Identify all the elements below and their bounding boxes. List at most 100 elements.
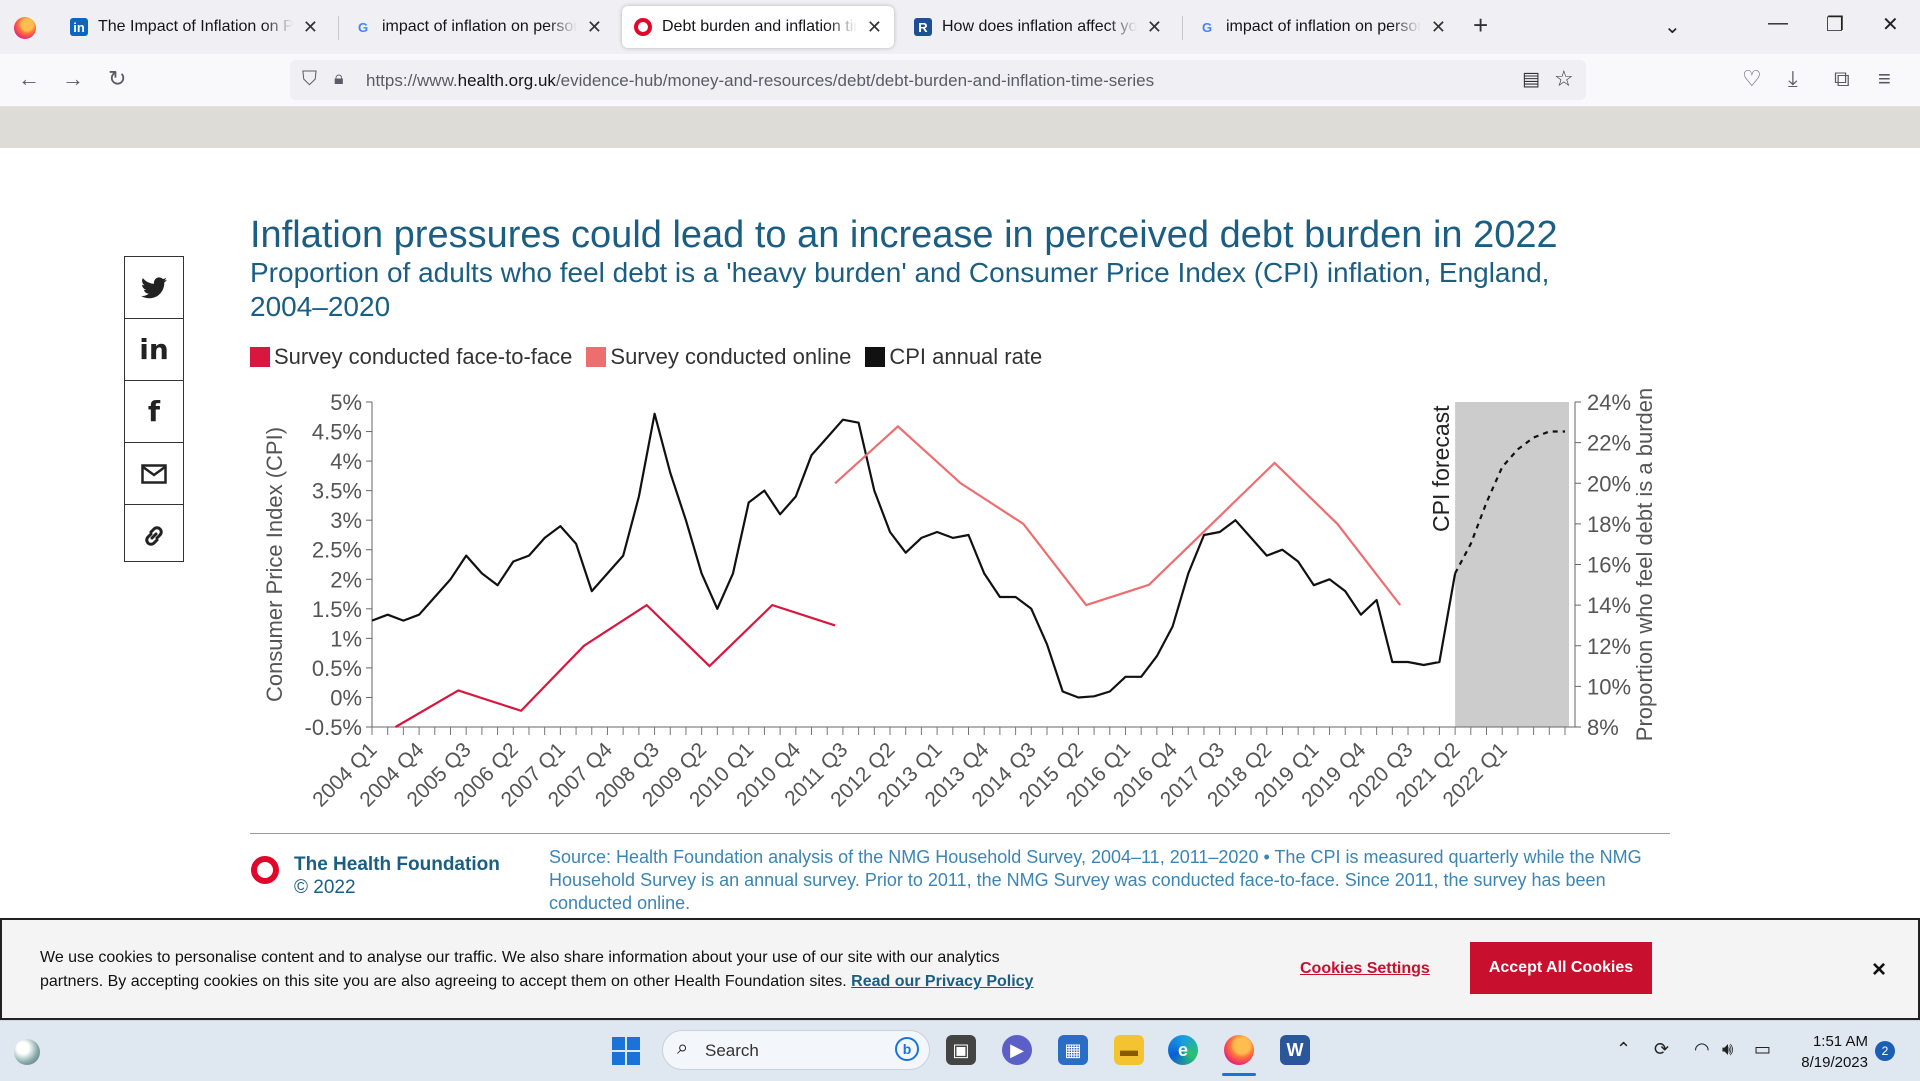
chart-title: Inflation pressures could lead to an inc… [250,214,1558,256]
close-tab-icon[interactable]: ✕ [302,16,318,37]
wifi-icon[interactable]: ◠ [1694,1039,1710,1059]
new-tab-button[interactable]: + [1473,10,1489,40]
minimize-button[interactable]: — [1768,12,1788,34]
forecast-band [1455,402,1569,727]
right-tick-label: 12% [1587,634,1631,659]
menu-icon[interactable]: ≡ [1878,66,1891,91]
legend-swatch-online [586,347,607,367]
tab-debt-burden[interactable]: Debt burden and inflation time ✕ [622,6,894,48]
cookies-settings-link[interactable]: Cookies Settings [1300,960,1430,977]
accept-all-cookies-button[interactable]: Accept All Cookies [1470,942,1652,994]
cpi-forecast-line [1454,430,1565,574]
left-tick-label: -0.5% [305,715,362,740]
share-twitter-button[interactable] [125,257,183,319]
tab-linkedin-article[interactable]: in The Impact of Inflation on Perso ✕ [58,6,330,48]
close-tab-icon[interactable]: ✕ [1430,16,1446,37]
restore-button[interactable]: ❐ [1826,14,1844,36]
shield-icon[interactable]: ⛉ [302,68,317,90]
legend-label: Survey conducted face-to-face [274,344,573,369]
left-tick-label: 5% [330,390,362,415]
tab-google-search[interactable]: G impact of inflation on personal ✕ [342,6,614,48]
copyright: © 2022 [294,877,356,898]
close-banner-icon[interactable]: × [1872,956,1887,983]
windows-start-icon[interactable] [612,1037,640,1065]
edge-icon[interactable]: e [1168,1035,1198,1065]
search-icon: ⌕ [677,1037,689,1059]
notification-badge[interactable]: 2 [1875,1041,1895,1061]
downloads-icon[interactable]: ⤓ [1788,66,1798,91]
share-buttons: in f [124,256,184,562]
share-email-button[interactable] [125,443,183,505]
legend-swatch-face-to-face [250,347,270,367]
right-tick-label: 22% [1587,431,1631,456]
bookmark-star-icon[interactable]: ☆ [1554,66,1574,91]
tab-bar: in The Impact of Inflation on Perso ✕ G … [0,0,1920,54]
share-linkedin-button[interactable]: in [125,319,183,381]
organisation-name: The Health Foundation [294,854,500,875]
clock-date[interactable]: 8/19/2023 [1801,1054,1868,1071]
taskbar: ⌕ Search b ▣ ▶ ▦ ▬ e W ⌃ ⟳ ◠ 🔊︎ ▭ 1:51 A… [0,1020,1920,1081]
tab-google-search-2[interactable]: G impact of inflation on personal ✕ [1186,6,1458,48]
share-facebook-button[interactable]: f [125,381,183,443]
reload-icon[interactable]: ↻ [108,66,127,91]
navigation-bar: ← → ↻ ⛉ 🔒︎ https://www.health.org.uk/evi… [0,54,1920,107]
show-hidden-icons-icon[interactable]: ⌃ [1616,1039,1632,1059]
tab-separator [338,16,339,40]
left-tick-label: 0% [330,685,362,710]
close-tab-icon[interactable]: ✕ [866,16,882,37]
linkedin-icon: in [70,18,88,36]
legend-item-face-to-face: Survey conducted face-to-face [250,344,572,370]
link-icon [145,525,163,546]
health-foundation-logo-icon [251,856,279,884]
close-tab-icon[interactable]: ✕ [1146,16,1162,37]
legend-item-cpi: CPI annual rate [865,344,1042,370]
firefox-taskbar-icon[interactable] [1224,1035,1254,1065]
email-icon [141,463,167,484]
linkedin-icon: in [139,333,169,366]
clock-time[interactable]: 1:51 AM [1812,1033,1868,1050]
cookie-message: We use cookies to personalise content an… [40,949,1000,990]
close-tab-icon[interactable]: ✕ [586,16,602,37]
active-app-indicator [1222,1073,1256,1076]
bing-icon[interactable]: b [895,1037,919,1061]
left-tick-label: 4.5% [312,420,362,445]
sync-icon[interactable]: ⟳ [1654,1039,1670,1059]
left-tick-label: 3% [330,508,362,533]
url-bar[interactable]: ⛉ 🔒︎ https://www.health.org.uk/evidence-… [290,60,1586,100]
firefox-icon[interactable] [14,17,36,39]
reader-view-icon[interactable]: ▤ [1522,69,1540,90]
tab-title: impact of inflation on personal [382,18,577,35]
microsoft-store-icon[interactable]: ▦ [1058,1035,1088,1065]
battery-icon[interactable]: ▭ [1754,1039,1772,1059]
bank-icon: R [914,18,932,36]
twitter-icon [141,276,167,298]
pocket-icon[interactable]: ♡ [1742,66,1762,91]
share-link-button[interactable] [125,505,183,566]
tab-how-inflation[interactable]: R How does inflation affect your c ✕ [902,6,1174,48]
teams-chat-icon[interactable]: ▶ [1002,1035,1032,1065]
right-tick-label: 18% [1587,512,1631,537]
file-explorer-icon[interactable]: ▬ [1114,1035,1144,1065]
legend-label: Survey conducted online [610,344,852,369]
word-icon[interactable]: W [1280,1035,1310,1065]
weather-icon[interactable] [14,1039,40,1065]
volume-icon[interactable]: 🔊︎ [1722,1039,1734,1059]
lock-icon[interactable]: 🔒︎ [334,68,344,88]
task-view-icon[interactable]: ▣ [946,1035,976,1065]
cookie-banner: We use cookies to personalise content an… [0,918,1920,1020]
left-tick-label: 2% [330,567,362,592]
url-text[interactable]: https://www.health.org.uk/evidence-hub/m… [366,71,1154,91]
left-axis-title: Consumer Price Index (CPI) [262,427,287,702]
back-icon[interactable]: ← [18,66,40,91]
debt-inflation-chart: 5% 4.5% 4% 3.5% 3% 2.5% 2% 1.5% 1% 0.5% 0% -0.5% 24%… [262,388,1657,812]
forward-icon[interactable]: → [62,66,84,91]
legend-label: CPI annual rate [889,344,1043,369]
close-window-button[interactable]: ✕ [1882,14,1899,36]
url-prefix: https://www. [366,71,458,90]
privacy-policy-link[interactable]: Read our Privacy Policy [851,973,1034,990]
survey-online-line [834,424,1402,607]
right-axis-title: Proportion who feel debt is a burden [1632,388,1657,741]
taskbar-search-input[interactable]: ⌕ Search b [662,1030,930,1070]
extensions-icon[interactable]: ⧉ [1834,66,1850,91]
tab-list-icon[interactable]: ⌄ [1664,16,1681,38]
